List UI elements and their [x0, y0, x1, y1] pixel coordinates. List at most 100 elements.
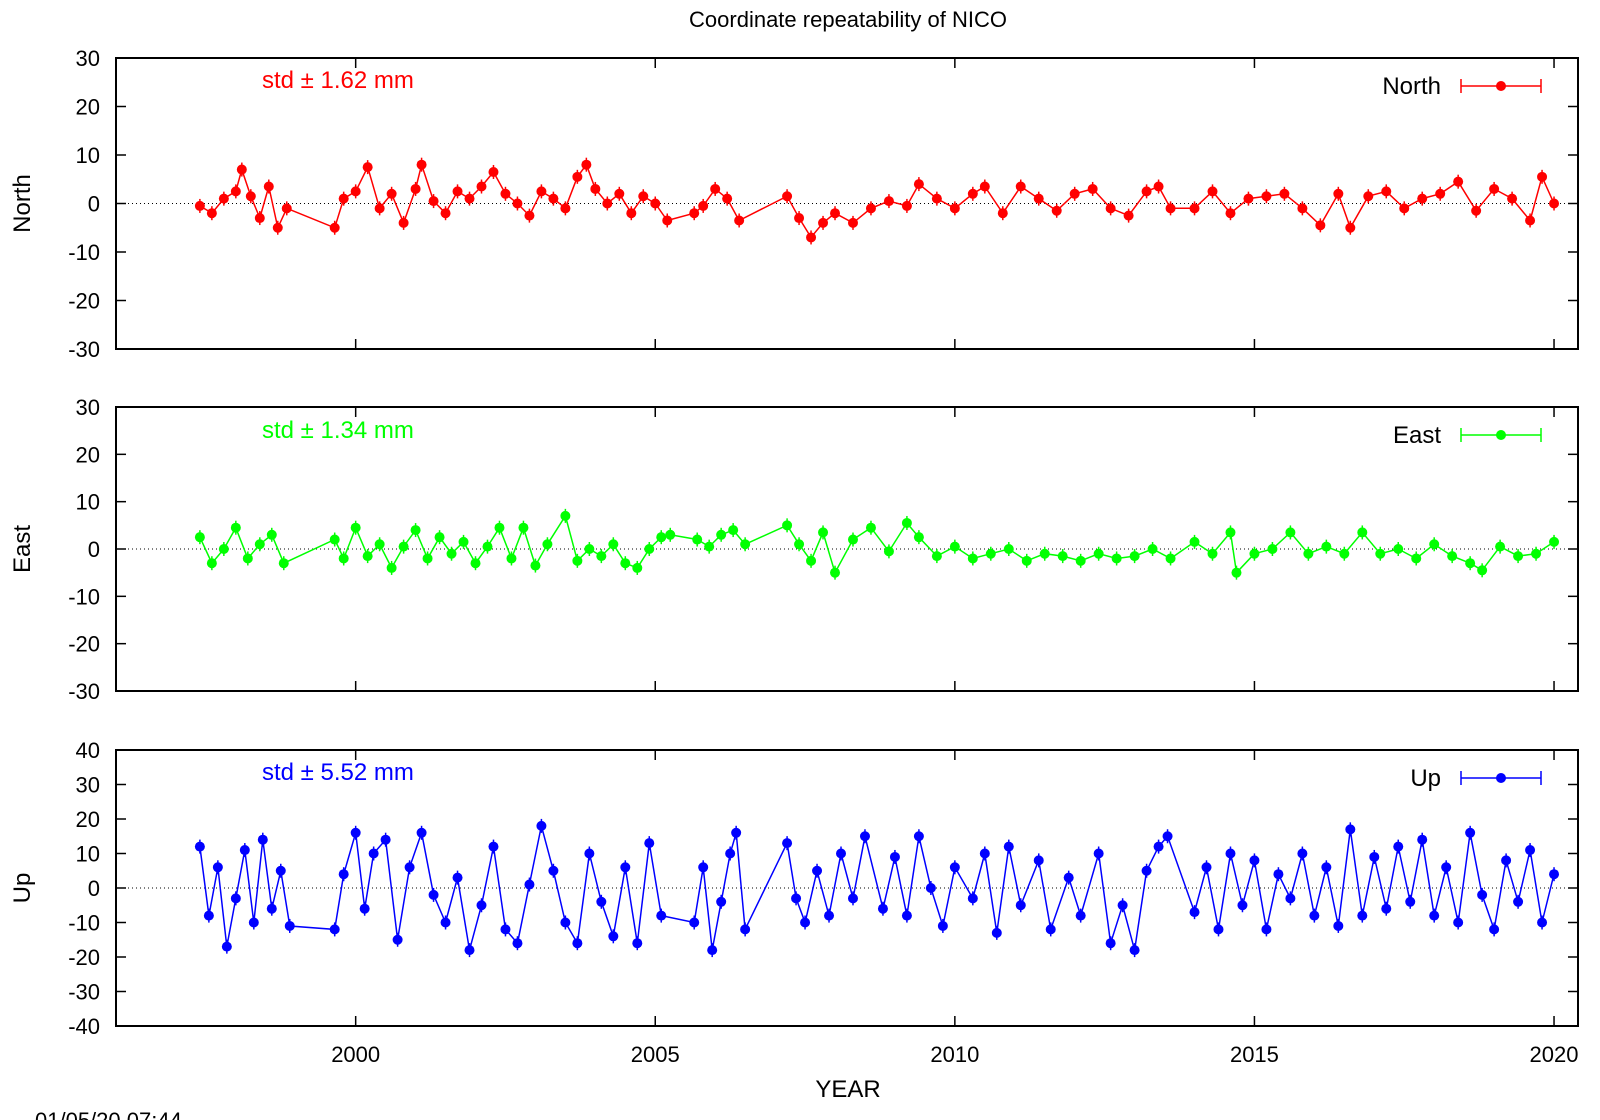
- data-point: [452, 186, 463, 197]
- data-point: [1279, 188, 1290, 199]
- data-point: [518, 522, 529, 533]
- data-point: [464, 945, 475, 956]
- data-point: [1399, 203, 1410, 214]
- data-point: [488, 841, 499, 852]
- data-point: [257, 834, 268, 845]
- data-point: [1015, 900, 1026, 911]
- data-point: [1417, 193, 1428, 204]
- x-tick-label: 2010: [930, 1042, 979, 1067]
- data-point: [404, 862, 415, 873]
- data-point: [1117, 900, 1128, 911]
- data-point: [979, 181, 990, 192]
- data-point: [913, 831, 924, 842]
- y-axis-label-up: Up: [9, 873, 36, 904]
- data-point: [560, 917, 571, 928]
- data-point: [1339, 548, 1350, 559]
- data-point: [731, 827, 742, 838]
- data-point: [913, 179, 924, 190]
- data-point: [386, 562, 397, 573]
- data-point: [1453, 176, 1464, 187]
- data-point: [422, 553, 433, 564]
- data-point: [740, 924, 751, 935]
- data-point: [524, 210, 535, 221]
- data-point: [266, 903, 277, 914]
- data-point: [446, 548, 457, 559]
- y-tick-label: 10: [76, 143, 100, 168]
- data-point: [278, 558, 289, 569]
- data-point: [1501, 855, 1512, 866]
- data-point: [1201, 862, 1212, 873]
- data-point: [1537, 917, 1548, 928]
- data-point: [272, 222, 283, 233]
- data-point: [428, 196, 439, 207]
- data-point: [698, 200, 709, 211]
- data-point: [500, 188, 511, 199]
- data-point: [620, 558, 631, 569]
- data-point: [476, 181, 487, 192]
- data-point: [967, 893, 978, 904]
- data-point: [806, 232, 817, 243]
- data-point: [1507, 193, 1518, 204]
- data-point: [530, 560, 541, 571]
- data-point: [470, 558, 481, 569]
- data-point: [1093, 848, 1104, 859]
- legend-marker: [1496, 430, 1506, 440]
- chart-title: Coordinate repeatability of NICO: [689, 7, 1007, 32]
- y-axis-label-north: North: [9, 174, 36, 233]
- data-point: [1003, 544, 1014, 554]
- data-point: [620, 862, 631, 873]
- data-point: [791, 893, 802, 904]
- data-point: [644, 544, 655, 554]
- data-point: [1405, 896, 1416, 907]
- data-point: [1231, 567, 1242, 578]
- data-point: [782, 838, 793, 849]
- data-point: [997, 208, 1008, 219]
- y-tick-label: -20: [68, 945, 100, 970]
- data-point: [991, 927, 1002, 938]
- y-tick-label: 20: [76, 807, 100, 832]
- data-point: [194, 841, 205, 852]
- data-point: [380, 834, 391, 845]
- data-point: [329, 924, 340, 935]
- data-point: [1495, 541, 1506, 552]
- data-point: [1471, 205, 1482, 216]
- data-point: [1243, 193, 1254, 204]
- data-point: [1213, 924, 1224, 935]
- data-point: [374, 203, 385, 214]
- data-point: [374, 539, 385, 550]
- data-point: [581, 159, 592, 170]
- y-axis-label-east: East: [9, 525, 36, 573]
- data-point: [1393, 544, 1404, 554]
- legend-label: North: [1382, 73, 1441, 100]
- data-point: [281, 203, 292, 214]
- data-point: [689, 917, 700, 928]
- x-tick-label: 2020: [1530, 1042, 1579, 1067]
- legend-east: East: [1393, 422, 1542, 449]
- data-point: [572, 171, 583, 182]
- data-point: [1225, 208, 1236, 219]
- timestamp: 01/05/20 07:44: [35, 1108, 182, 1120]
- y-tick-label: 0: [88, 876, 100, 901]
- data-point: [572, 555, 583, 566]
- data-point: [1087, 183, 1098, 194]
- data-point: [464, 193, 475, 204]
- data-point: [206, 558, 217, 569]
- data-point: [949, 541, 960, 552]
- data-point: [665, 529, 676, 540]
- data-point: [560, 203, 571, 214]
- data-point: [1033, 855, 1044, 866]
- data-point: [656, 910, 667, 921]
- data-point: [1393, 841, 1404, 852]
- data-point: [1345, 222, 1356, 233]
- data-point: [1477, 565, 1488, 576]
- series-line-east: [199, 514, 1555, 575]
- data-point: [626, 208, 637, 219]
- data-point: [949, 203, 960, 214]
- data-point: [1225, 848, 1236, 859]
- data-point: [728, 525, 739, 536]
- data-point: [1162, 831, 1173, 842]
- y-tick-label: 0: [88, 192, 100, 217]
- data-point: [203, 910, 214, 921]
- data-point: [329, 534, 340, 545]
- data-point: [1189, 536, 1200, 547]
